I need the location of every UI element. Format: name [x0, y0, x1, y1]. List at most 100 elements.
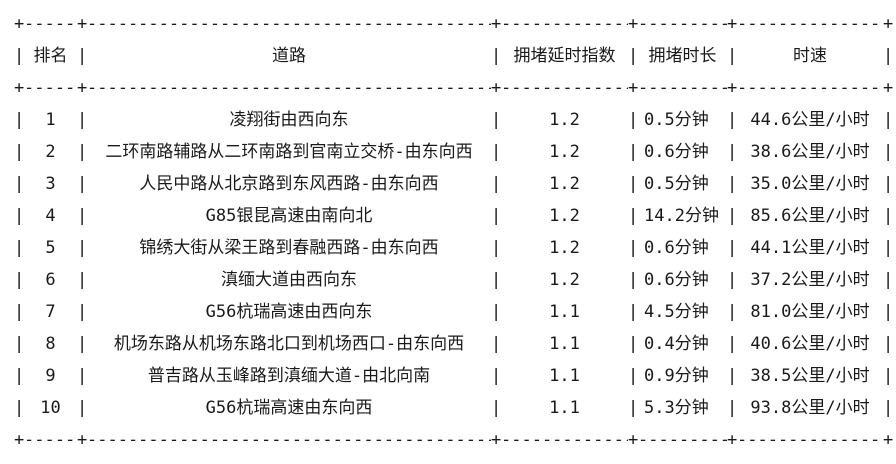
cell-duration: 0.9分钟	[644, 366, 709, 386]
column-separator: |	[77, 366, 87, 386]
column-separator: |	[77, 334, 87, 354]
junction-mark: +	[628, 14, 638, 34]
column-separator: |	[14, 174, 24, 194]
column-separator: |	[491, 366, 501, 386]
cell-delay-index: 1.2	[549, 174, 580, 194]
cell-duration: 0.6分钟	[644, 142, 709, 162]
cell-speed: 35.0公里/小时	[750, 174, 870, 194]
cell-speed: 85.6公里/小时	[750, 206, 870, 226]
column-separator: |	[628, 174, 638, 194]
cell-speed: 38.6公里/小时	[750, 142, 870, 162]
junction-mark: +	[77, 14, 87, 34]
column-separator: |	[628, 142, 638, 162]
column-separator: |	[628, 110, 638, 130]
column-separator: |	[77, 302, 87, 322]
junction-mark: +	[628, 430, 638, 450]
column-separator: |	[491, 270, 501, 290]
junction-mark: +	[883, 14, 893, 34]
column-separator: |	[727, 302, 737, 322]
junction-mark: +	[14, 78, 24, 98]
column-separator: |	[491, 206, 501, 226]
table-row: | 1 | 凌翔街由西向东 | 1.2 | 0.5分钟 | 44.6公里/小时 |	[14, 104, 893, 136]
column-separator: |	[883, 398, 893, 418]
column-separator: |	[628, 46, 638, 66]
rule-dashes: -----------	[638, 14, 727, 34]
header-cell-delay-index: 拥堵延时指数	[513, 46, 616, 66]
junction-mark: +	[77, 430, 87, 450]
rule-dashes: ---------------	[501, 14, 628, 34]
column-separator: |	[491, 238, 501, 258]
cell-rank: 4	[45, 206, 56, 226]
cell-road: 二环南路辅路从二环南路到官南立交桥-由东向西	[105, 142, 473, 162]
table-row: | 5 | 锦绣大街从梁王路到春融西路-由东向西 | 1.2 | 0.6分钟 | 44.1公里/小…	[14, 232, 893, 264]
cell-duration: 4.5分钟	[644, 302, 709, 322]
column-separator: |	[77, 238, 87, 258]
column-separator: |	[727, 142, 737, 162]
column-separator: |	[14, 302, 24, 322]
column-separator: |	[883, 366, 893, 386]
column-separator: |	[883, 46, 893, 66]
column-separator: |	[883, 142, 893, 162]
table-row: | 3 | 人民中路从北京路到东风西路-由东向西 | 1.2 | 0.5分钟 | 35.0公里/小…	[14, 168, 893, 200]
table-border-rule: +--------+------------------------------…	[14, 8, 893, 40]
cell-delay-index: 1.2	[549, 142, 580, 162]
cell-duration: 0.5分钟	[644, 174, 709, 194]
column-separator: |	[727, 366, 737, 386]
column-separator: |	[14, 270, 24, 290]
column-separator: |	[491, 398, 501, 418]
column-separator: |	[628, 302, 638, 322]
column-separator: |	[77, 110, 87, 130]
junction-mark: +	[883, 430, 893, 450]
table-row: | 7 | G56杭瑞高速由西向东 | 1.1 | 4.5分钟 | 81.0公里/小时 |	[14, 296, 893, 328]
cell-speed: 93.8公里/小时	[750, 398, 870, 418]
cell-duration: 5.3分钟	[644, 398, 709, 418]
cell-duration: 0.5分钟	[644, 110, 709, 130]
cell-rank: 7	[45, 302, 56, 322]
cell-delay-index: 1.1	[549, 398, 580, 418]
header-cell-duration: 拥堵时长	[648, 46, 717, 66]
junction-mark: +	[14, 14, 24, 34]
cell-speed: 44.1公里/小时	[750, 238, 870, 258]
column-separator: |	[77, 270, 87, 290]
cell-road: 人民中路从北京路到东风西路-由东向西	[139, 174, 439, 194]
rule-dashes: -----------------	[737, 14, 883, 34]
column-separator: |	[727, 46, 737, 66]
rule-dashes: ---------------	[501, 78, 628, 98]
column-separator: |	[883, 238, 893, 258]
cell-speed: 38.5公里/小时	[750, 366, 870, 386]
rule-dashes: -----------	[638, 78, 727, 98]
table-row: | 10 | G56杭瑞高速由东向西 | 1.1 | 5.3分钟 | 93.8公里/小时 |	[14, 392, 893, 424]
cell-duration: 14.2分钟	[644, 206, 719, 226]
column-separator: |	[628, 270, 638, 290]
column-separator: |	[883, 302, 893, 322]
cell-rank: 10	[40, 398, 61, 418]
table-row: | 6 | 滇缅大道由西向东 | 1.2 | 0.6分钟 | 37.2公里/小时 |	[14, 264, 893, 296]
column-separator: |	[491, 334, 501, 354]
cell-rank: 1	[45, 110, 56, 130]
junction-mark: +	[77, 78, 87, 98]
column-separator: |	[727, 238, 737, 258]
cell-delay-index: 1.1	[549, 366, 580, 386]
header-cell-road: 道路	[272, 46, 306, 66]
column-separator: |	[883, 174, 893, 194]
cell-delay-index: 1.2	[549, 270, 580, 290]
cell-road: 凌翔街由西向东	[229, 110, 349, 130]
table-header-row: | 排名 | 道路 | 拥堵延时指数 | 拥堵时长 | 时速 |	[14, 40, 893, 72]
column-separator: |	[628, 238, 638, 258]
column-separator: |	[77, 206, 87, 226]
column-separator: |	[727, 398, 737, 418]
column-separator: |	[14, 398, 24, 418]
column-separator: |	[77, 398, 87, 418]
rule-dashes: ----------------------------------------…	[87, 430, 491, 450]
table-row: | 9 | 普吉路从玉峰路到滇缅大道-由北向南 | 1.1 | 0.9分钟 | 38.5公里/小时…	[14, 360, 893, 392]
rule-dashes: --------	[24, 14, 77, 34]
cell-duration: 0.6分钟	[644, 238, 709, 258]
column-separator: |	[727, 110, 737, 130]
column-separator: |	[727, 334, 737, 354]
cell-rank: 9	[45, 366, 56, 386]
rule-dashes: -----------	[638, 430, 727, 450]
rule-dashes: --------	[24, 78, 77, 98]
column-separator: |	[628, 206, 638, 226]
table-row: | 4 | G85银昆高速由南向北 | 1.2 | 14.2分钟 | 85.6公里/小时 |	[14, 200, 893, 232]
column-separator: |	[628, 366, 638, 386]
